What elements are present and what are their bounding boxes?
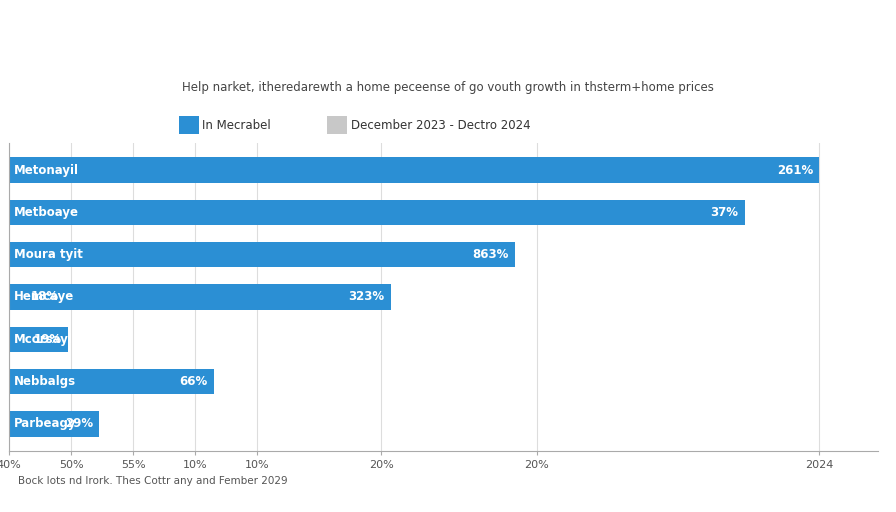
Text: 323%: 323%	[349, 290, 384, 304]
Text: Hemcaye: Hemcaye	[13, 290, 73, 304]
Bar	[327, 116, 347, 134]
Bar	[9, 411, 99, 437]
Text: Metonayil: Metonayil	[13, 163, 79, 177]
Text: Metboaye: Metboaye	[13, 206, 79, 219]
Text: In Mecrabel: In Mecrabel	[202, 119, 271, 132]
Text: 66%: 66%	[179, 375, 208, 388]
Text: Housing narkets price ufhosed inceases: Housing narkets price ufhosed inceases	[151, 23, 745, 49]
Text: Bock lots nd Irork. Thes Cottr any and Fember 2029: Bock lots nd Irork. Thes Cottr any and F…	[18, 476, 288, 486]
Text: 37%: 37%	[711, 206, 738, 219]
Text: Help narket, itheredarewth a home peceense of go vouth growth in thsterm+home pr: Help narket, itheredarewth a home peceen…	[182, 81, 714, 94]
Text: 18%: 18%	[30, 290, 58, 304]
Text: 29%: 29%	[65, 417, 93, 431]
Text: 19%: 19%	[34, 333, 62, 346]
Bar	[65, 284, 391, 310]
Bar	[9, 242, 515, 267]
Bar	[9, 200, 745, 225]
Text: December 2023 - Dectro 2024: December 2023 - Dectro 2024	[351, 119, 530, 132]
Text: Moura tyit: Moura tyit	[13, 248, 82, 261]
Text: 863%: 863%	[472, 248, 509, 261]
Bar	[9, 284, 65, 310]
Bar	[9, 327, 68, 352]
Text: Mcorsayll: Mcorsayll	[13, 333, 76, 346]
Bar	[9, 369, 214, 394]
Bar	[179, 116, 199, 134]
Text: Nebbalgs: Nebbalgs	[13, 375, 76, 388]
Text: 261%: 261%	[777, 163, 813, 177]
Text: Parbeagy: Parbeagy	[13, 417, 76, 431]
Bar	[9, 157, 819, 183]
